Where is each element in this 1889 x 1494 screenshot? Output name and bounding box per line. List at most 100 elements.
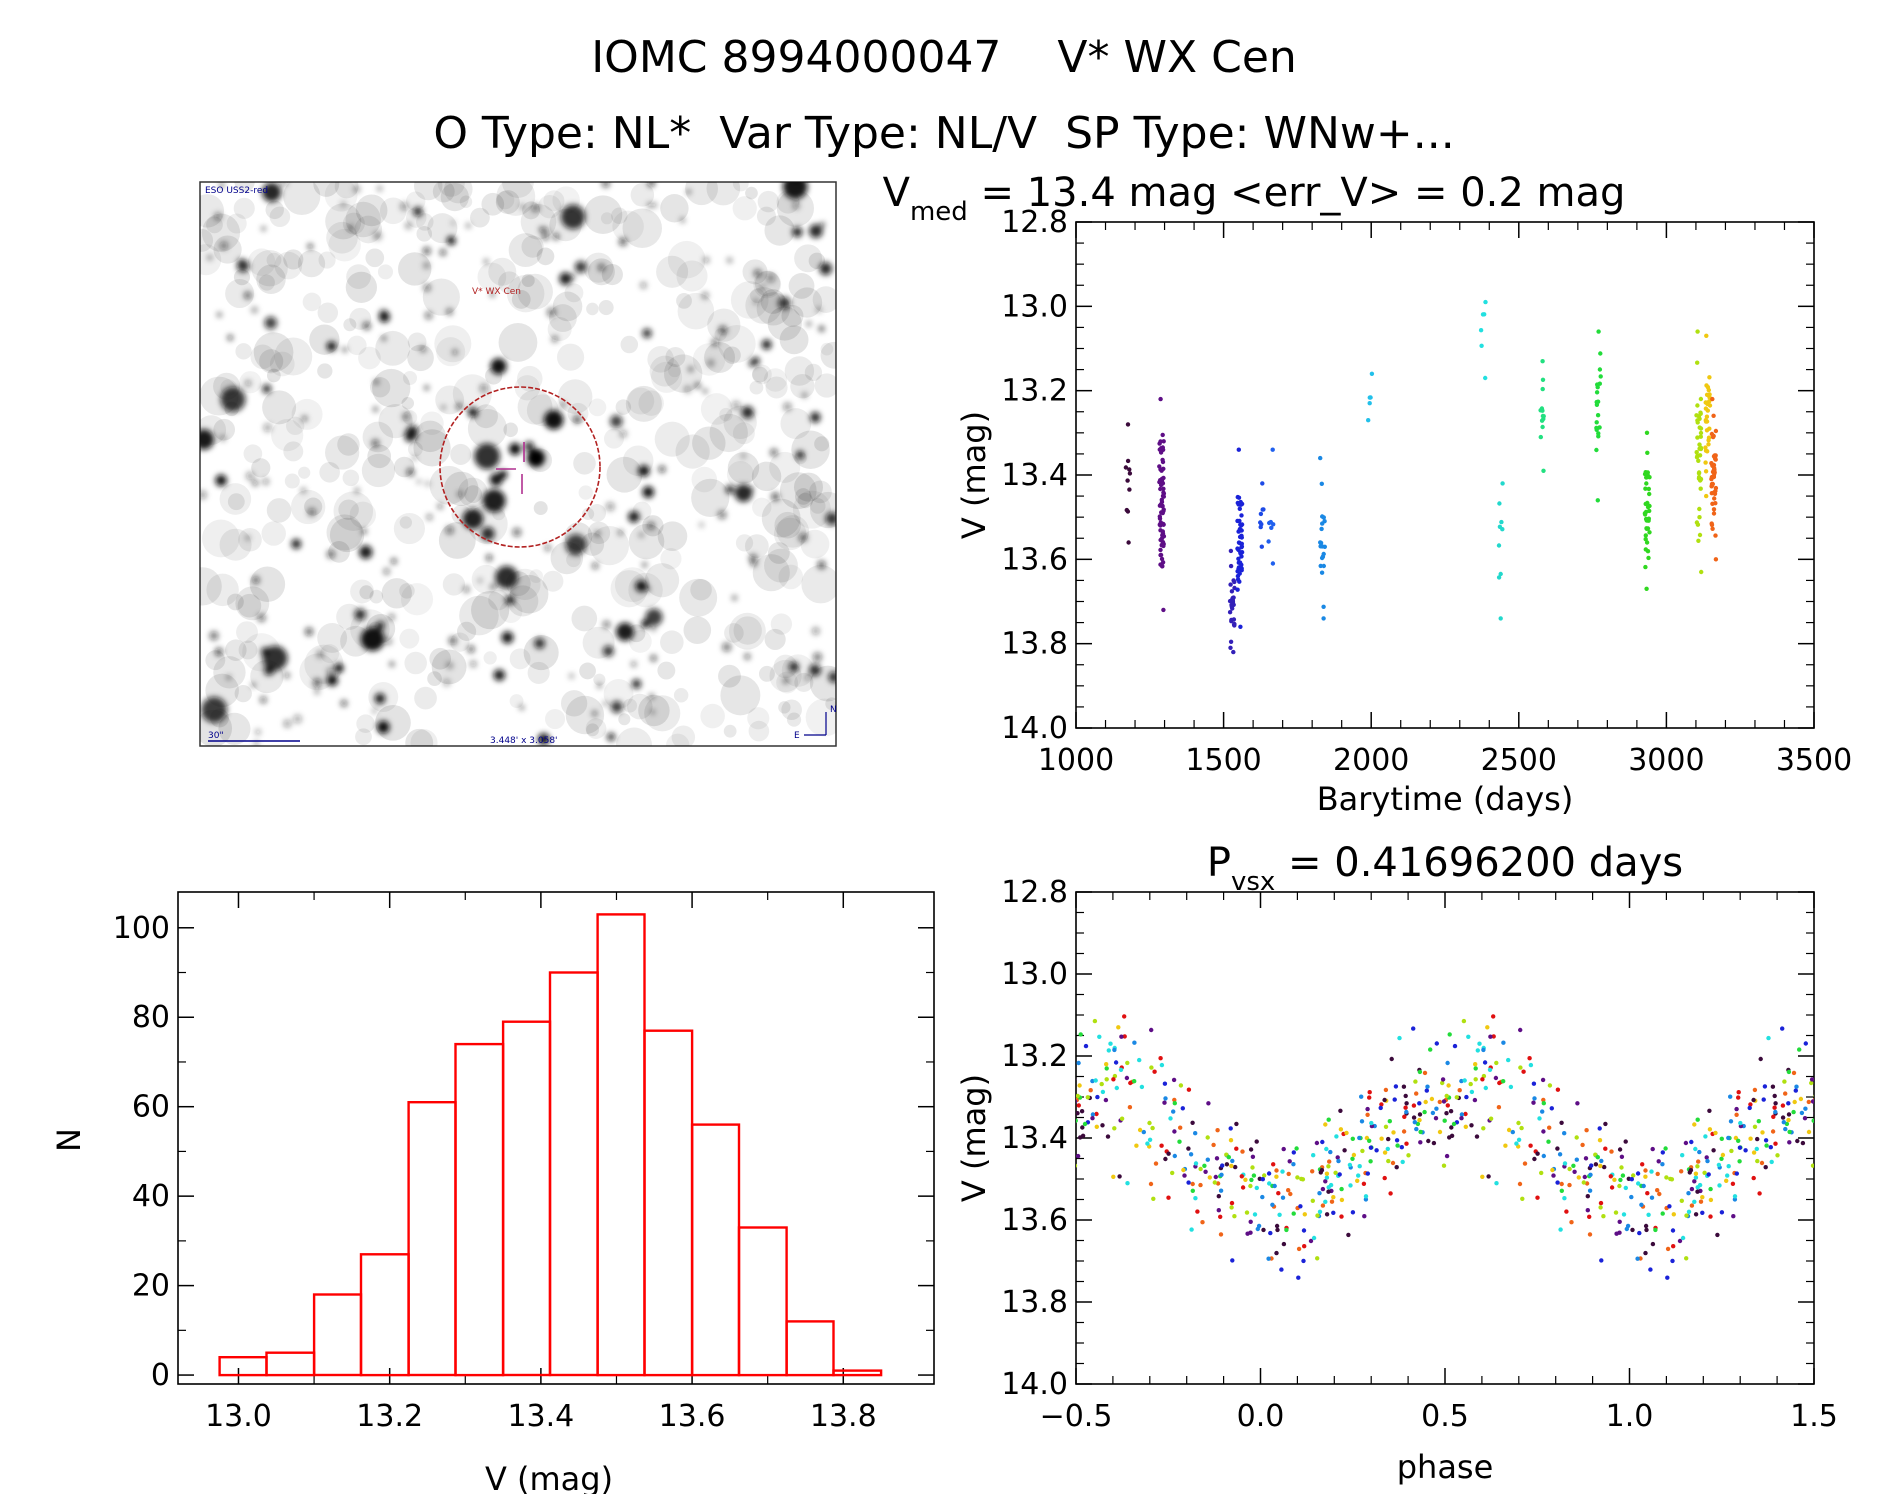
finder-noise: [407, 344, 434, 372]
finder-noise: [647, 346, 674, 373]
phased-point: [1624, 1226, 1630, 1232]
phased-point: [1359, 1119, 1365, 1124]
phased-point: [1680, 1235, 1686, 1241]
finder-star: [703, 257, 710, 264]
phased-point: [1726, 1164, 1731, 1169]
phased-point: [1367, 1090, 1372, 1095]
phased-point: [1206, 1101, 1211, 1106]
phased-point: [1116, 1025, 1121, 1030]
histogram-ytick-label: 80: [132, 1000, 170, 1035]
finder-noise: [404, 651, 427, 675]
phased-point: [1228, 1126, 1233, 1131]
finder-star: [354, 608, 367, 621]
phased-point: [1576, 1175, 1582, 1180]
finder-noise: [509, 648, 531, 670]
finder-star: [792, 226, 803, 238]
phased-point: [1643, 1168, 1648, 1173]
phased-point: [1310, 1198, 1316, 1204]
phased-point: [1255, 1226, 1261, 1232]
lightcurve-point: [1267, 520, 1272, 526]
finder-star: [372, 708, 378, 714]
phased-point: [1404, 1101, 1409, 1106]
phased-point: [1262, 1173, 1267, 1178]
phased-point: [1584, 1181, 1590, 1186]
phased-point: [1517, 1181, 1523, 1187]
phased-point: [1083, 1043, 1089, 1049]
finder-noise: [507, 585, 539, 617]
phased-point: [1791, 1070, 1797, 1076]
phased-point: [1286, 1171, 1291, 1177]
phased-point: [1481, 1126, 1486, 1131]
finder-star: [424, 385, 430, 391]
finder-noise: [644, 695, 681, 732]
finder-noise: [723, 724, 737, 738]
lightcurve-ytick-label: 14.0: [1001, 711, 1068, 746]
phased-point: [1692, 1122, 1697, 1127]
histogram-ytick-label: 0: [151, 1358, 170, 1393]
finder-star: [524, 441, 535, 452]
finder-noise: [329, 517, 365, 553]
finder-star: [469, 660, 477, 668]
phased-point: [1104, 1062, 1109, 1067]
finder-star: [354, 487, 360, 494]
lightcurve-point: [1696, 458, 1701, 463]
phased-point: [1401, 1084, 1407, 1089]
phased-point: [1813, 1111, 1814, 1115]
finder-noise: [514, 375, 541, 401]
phased-point: [1756, 1119, 1762, 1124]
phased-point: [1153, 1161, 1159, 1166]
finder-crosshair: [496, 442, 525, 494]
lightcurve-xtick-label: 3500: [1776, 743, 1852, 778]
finder-noise: [313, 182, 340, 197]
phased-point: [1080, 1125, 1085, 1130]
finder-noise: [825, 697, 836, 711]
phased-point: [1272, 1183, 1277, 1189]
lightcurve-ylabel: V (mag): [955, 411, 993, 539]
finder-noise: [657, 521, 688, 552]
finder-star: [300, 487, 307, 494]
lightcurve-point: [1697, 446, 1702, 451]
finder-star: [371, 439, 380, 448]
lightcurve-point: [1161, 607, 1166, 613]
finder-north-label: N: [830, 705, 837, 715]
phased-point: [1773, 1141, 1778, 1146]
finder-star: [725, 485, 735, 494]
finder-star: [259, 696, 267, 704]
phased-xtick-label: 1.0: [1606, 1399, 1654, 1434]
finder-noise: [786, 712, 802, 727]
phased-point: [1751, 1175, 1756, 1181]
phased-point: [1224, 1162, 1230, 1167]
lightcurve-point: [1158, 486, 1163, 492]
phased-point: [1635, 1256, 1640, 1261]
lightcurve-point: [1709, 522, 1715, 528]
finder-star: [630, 661, 637, 667]
phased-point: [1357, 1164, 1362, 1169]
lightcurve-point: [1158, 547, 1163, 553]
finder-noise: [495, 190, 515, 210]
phased-point: [1791, 1109, 1796, 1115]
finder-noise: [470, 207, 490, 228]
phased-point: [1786, 1101, 1791, 1106]
lightcurve-point: [1697, 442, 1702, 447]
phased-point: [1162, 1081, 1168, 1086]
lightcurve-point: [1157, 447, 1163, 452]
phased-point: [1815, 1083, 1819, 1087]
finder-star: [490, 584, 496, 590]
finder-star: [283, 672, 290, 679]
phased-point: [1369, 1120, 1374, 1126]
finder-noise: [800, 529, 830, 559]
lightcurve-point: [1707, 403, 1713, 408]
phased-point: [1198, 1182, 1203, 1188]
histogram-bar: [690, 1123, 741, 1377]
lightcurve-point: [1644, 540, 1650, 545]
finder-east-label: E: [794, 731, 800, 741]
phased-point: [1444, 1093, 1449, 1099]
phased-point: [1700, 1195, 1705, 1200]
phased-point: [1117, 1174, 1122, 1179]
phased-point: [1212, 1180, 1218, 1185]
lightcurve-point: [1231, 622, 1237, 627]
phased-point: [1334, 1134, 1339, 1139]
lightcurve-point: [1160, 459, 1166, 465]
finder-star: [448, 636, 457, 645]
phased-point: [1689, 1186, 1695, 1192]
